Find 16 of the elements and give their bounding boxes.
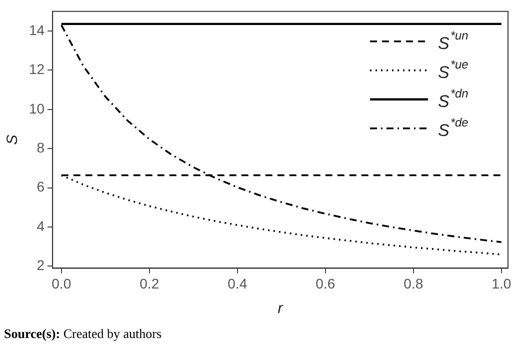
x-tick-label: 0.4: [228, 275, 248, 292]
y-tick-label: 10: [28, 100, 45, 116]
x-axis-title: r: [278, 300, 284, 318]
x-tick-label: 1.0: [492, 275, 512, 292]
y-tick-label: 2: [36, 257, 45, 274]
y-tick-label: 4: [36, 218, 45, 234]
x-tick-label: 0.6: [316, 275, 336, 292]
y-axis-title: S: [4, 134, 22, 145]
x-tick-label: 0.8: [404, 275, 424, 292]
y-tick-label: 6: [36, 178, 45, 195]
y-tick-label: 14: [28, 22, 45, 38]
y-tick-label: 12: [28, 61, 45, 78]
y-tick-label: 8: [36, 139, 45, 156]
x-tick-label: 0.2: [140, 275, 160, 292]
x-tick-label: 0.0: [52, 275, 72, 292]
source-note: Source(s): Created by authors: [4, 326, 162, 342]
